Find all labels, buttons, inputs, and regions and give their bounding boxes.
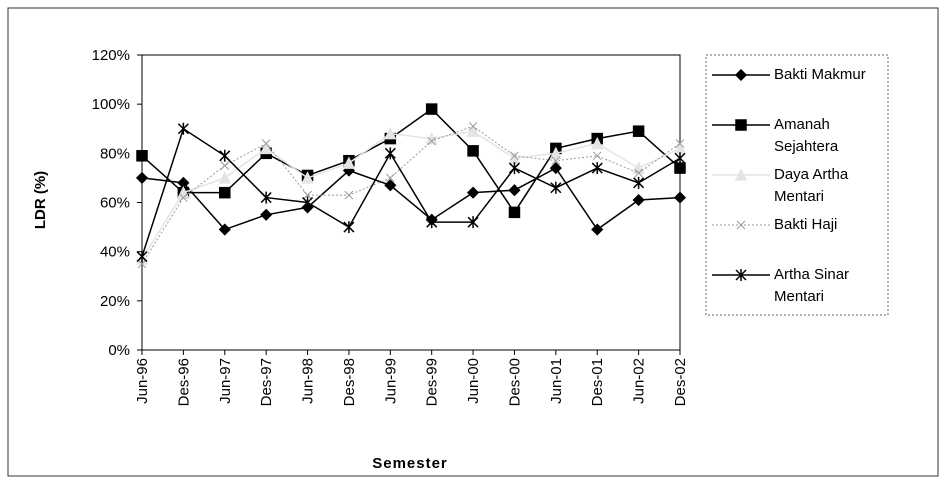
marker bbox=[735, 119, 747, 131]
marker bbox=[384, 147, 396, 160]
marker bbox=[550, 181, 562, 194]
marker bbox=[136, 250, 148, 263]
marker bbox=[591, 136, 604, 150]
marker bbox=[633, 176, 645, 189]
marker bbox=[632, 125, 645, 137]
marker bbox=[342, 156, 356, 169]
marker bbox=[508, 184, 521, 197]
marker bbox=[674, 152, 686, 165]
x-tick-label: Des-96 bbox=[175, 358, 192, 406]
marker bbox=[673, 191, 687, 204]
marker bbox=[425, 103, 438, 115]
marker bbox=[218, 223, 231, 236]
marker bbox=[735, 269, 747, 281]
marker bbox=[468, 121, 478, 131]
marker bbox=[551, 156, 561, 166]
marker bbox=[137, 259, 147, 269]
x-tick-label: Jun-98 bbox=[300, 358, 317, 404]
marker bbox=[734, 168, 748, 181]
x-tick-label: Jun-97 bbox=[217, 358, 234, 404]
marker bbox=[260, 191, 272, 204]
marker bbox=[508, 206, 521, 219]
marker bbox=[385, 173, 395, 183]
y-axis-label: LDR (%) bbox=[32, 171, 49, 229]
legend-label: Artha Sinar Mentari bbox=[774, 266, 850, 305]
series-line bbox=[141, 125, 681, 265]
marker bbox=[384, 126, 397, 140]
x-tick-label: Jun-02 bbox=[631, 358, 648, 404]
marker bbox=[592, 151, 602, 161]
marker bbox=[426, 216, 438, 229]
x-tick-label: Jun-99 bbox=[382, 358, 399, 404]
marker bbox=[343, 221, 355, 234]
marker bbox=[136, 150, 148, 162]
marker bbox=[303, 190, 312, 200]
marker bbox=[510, 151, 519, 161]
marker bbox=[261, 139, 271, 148]
marker bbox=[673, 141, 687, 155]
x-tick-label: Des-97 bbox=[258, 358, 275, 406]
series-line bbox=[141, 127, 681, 257]
marker bbox=[508, 162, 520, 175]
y-tick-label: 40% bbox=[100, 244, 130, 261]
x-tick-label: Jun-96 bbox=[134, 358, 151, 404]
y-tick-label: 80% bbox=[100, 145, 130, 162]
marker bbox=[179, 193, 188, 202]
marker bbox=[302, 196, 314, 209]
marker bbox=[549, 162, 562, 175]
marker bbox=[219, 186, 231, 199]
marker bbox=[591, 162, 603, 175]
marker bbox=[467, 145, 479, 157]
x-tick-label: Des-00 bbox=[506, 358, 523, 406]
marker bbox=[177, 122, 189, 135]
marker bbox=[384, 179, 397, 192]
legend-box bbox=[705, 54, 889, 316]
marker bbox=[259, 141, 273, 155]
marker bbox=[301, 171, 314, 184]
chart-border bbox=[7, 7, 939, 477]
marker bbox=[427, 136, 437, 146]
marker bbox=[734, 68, 748, 82]
x-axis-label: Semester bbox=[372, 455, 448, 472]
x-tick-label: Des-99 bbox=[424, 358, 441, 406]
marker bbox=[467, 186, 480, 199]
x-tick-label: Des-02 bbox=[672, 358, 689, 406]
marker bbox=[549, 146, 563, 160]
legend-label: Daya Artha Mentari bbox=[774, 166, 849, 205]
series-line bbox=[141, 108, 681, 214]
x-tick-label: Des-01 bbox=[589, 358, 606, 406]
marker bbox=[736, 220, 746, 230]
marker bbox=[591, 223, 604, 236]
x-tick-label: Jun-01 bbox=[548, 358, 565, 404]
marker bbox=[135, 171, 149, 184]
marker bbox=[466, 124, 480, 137]
x-tick-label: Jun-00 bbox=[465, 358, 482, 404]
marker bbox=[260, 208, 273, 221]
y-tick-label: 20% bbox=[100, 293, 130, 310]
marker bbox=[219, 149, 231, 162]
marker bbox=[634, 168, 643, 178]
y-tick-label: 0% bbox=[108, 342, 130, 359]
x-tick-label: Des-98 bbox=[341, 358, 358, 406]
marker bbox=[632, 193, 645, 207]
legend-label: Bakti Haji bbox=[774, 216, 838, 233]
marker bbox=[674, 162, 686, 174]
y-tick-label: 100% bbox=[92, 96, 130, 113]
marker bbox=[467, 216, 479, 229]
marker bbox=[218, 171, 231, 184]
legend-label: Bakti Makmur bbox=[774, 66, 866, 83]
y-tick-label: 60% bbox=[100, 195, 130, 212]
series-line bbox=[141, 130, 681, 260]
marker bbox=[344, 190, 354, 200]
marker bbox=[220, 161, 230, 170]
series-line bbox=[141, 167, 681, 231]
marker bbox=[675, 139, 685, 148]
legend-label: Amanah Sejahtera bbox=[774, 116, 839, 155]
y-tick-label: 120% bbox=[92, 47, 130, 64]
